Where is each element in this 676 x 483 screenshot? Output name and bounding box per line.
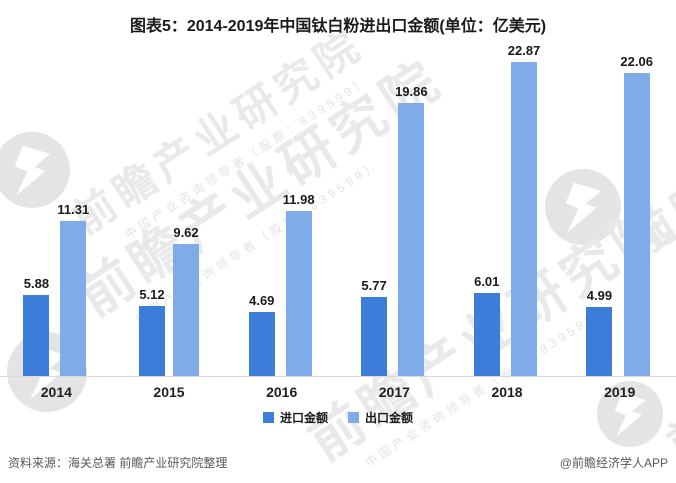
value-label: 19.86: [395, 84, 428, 100]
year-label: 2019: [604, 384, 636, 400]
bar-出口金额-2017: 19.86: [395, 84, 428, 376]
bar: [285, 211, 312, 376]
legend-item-进口金额: 进口金额: [262, 409, 328, 426]
legend-label: 进口金额: [279, 411, 328, 425]
legend: 进口金额 出口金额: [0, 409, 676, 426]
value-label: 4.69: [249, 292, 275, 308]
bar-出口金额-2016: 11.98: [283, 192, 315, 376]
bar-进口金额-2019: 4.99: [586, 288, 613, 376]
chart-title: 图表5：2014-2019年中国钛白粉进出口金额(单位：亿美元): [129, 18, 547, 35]
bar-groups: 5.88 11.31 5.12 9.62 4.69 11.98 5.77 19.86 6.01 2…: [0, 43, 676, 376]
year-label: 2014: [40, 384, 72, 400]
value-label: 11.31: [57, 201, 90, 217]
bar-group-2017: 5.77 19.86: [338, 60, 451, 376]
value-label: 22.87: [507, 42, 541, 58]
bar-group-2018: 6.01 22.87: [451, 43, 564, 376]
legend-item-出口金额: 出口金额: [348, 409, 413, 426]
value-label: 22.06: [620, 53, 653, 69]
bar-进口金额-2017: 5.77: [361, 277, 388, 376]
value-label: 4.99: [586, 288, 613, 304]
bar: [623, 72, 650, 376]
bar-group-2016: 4.69 11.98: [225, 60, 338, 376]
footer: 资料来源：海关总署 前瞻产业研究院整理 @前瞻经济学人APP: [8, 454, 668, 471]
bar-进口金额-2014: 5.88: [23, 276, 50, 376]
bar: [23, 295, 50, 376]
bar: [248, 311, 275, 376]
bar: [473, 293, 500, 376]
bar-出口金额-2018: 22.87: [507, 42, 541, 376]
source-text: 资料来源：海关总署 前瞻产业研究院整理: [8, 456, 228, 470]
bar: [586, 307, 613, 376]
bar-group-2014: 5.88 11.31: [0, 60, 113, 376]
year-label: 2018: [491, 384, 523, 400]
credit-text: @前瞻经济学人APP: [559, 456, 668, 470]
bar-出口金额-2015: 9.62: [173, 225, 199, 376]
value-label: 5.77: [361, 277, 387, 293]
value-label: 11.98: [282, 192, 315, 208]
year-labels: 2014 2015 2016 2017 2018 2019: [0, 384, 676, 400]
value-label: 5.88: [23, 276, 50, 292]
bar-出口金额-2019: 22.06: [620, 54, 653, 376]
bar: [398, 103, 425, 376]
value-label: 9.62: [173, 224, 199, 240]
bar: [173, 243, 199, 376]
bar-进口金额-2016: 4.69: [248, 292, 275, 376]
bar-进口金额-2015: 5.12: [139, 287, 165, 376]
legend-label: 出口金额: [365, 411, 414, 425]
bar: [60, 220, 87, 376]
year-label: 2017: [378, 384, 410, 400]
legend-swatch: [262, 412, 274, 423]
bar: [511, 61, 538, 376]
bar-出口金额-2014: 11.31: [57, 202, 89, 376]
bar-进口金额-2018: 6.01: [473, 274, 500, 376]
value-label: 5.12: [139, 286, 165, 302]
year-label: 2015: [153, 384, 185, 400]
bar-group-2019: 4.99 22.06: [563, 54, 676, 376]
legend-swatch: [348, 412, 359, 423]
year-label: 2016: [266, 384, 298, 400]
value-label: 6.01: [474, 274, 500, 290]
bar-group-2015: 5.12 9.62: [113, 60, 226, 376]
x-axis-line: [0, 376, 676, 377]
bar: [139, 305, 165, 376]
bar: [361, 296, 388, 376]
